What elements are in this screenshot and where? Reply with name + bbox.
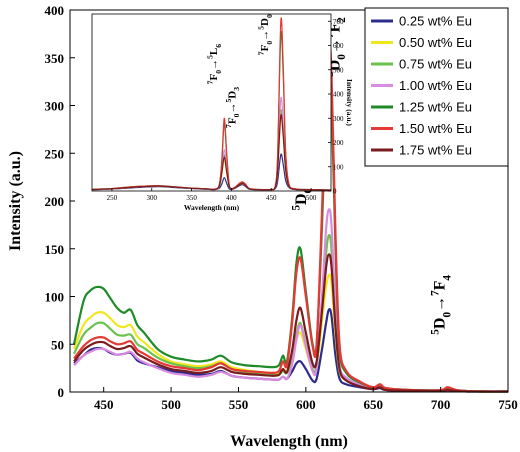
annotation-part: D: [432, 318, 449, 330]
inset-y-tick-label: 700: [333, 18, 344, 26]
annotation-part: →: [432, 296, 449, 312]
inset-x-tick-label: 450: [266, 194, 277, 202]
legend-entry: 1.50 wt% Eu: [399, 121, 472, 136]
y-tick-label: 250: [45, 146, 65, 161]
annotation-part: 2: [336, 17, 348, 23]
annotation-part: 3: [232, 87, 241, 91]
transition-label: 5D0→7F4: [429, 275, 453, 335]
y-tick-label: 0: [58, 385, 65, 400]
legend-entry: 1.25 wt% Eu: [399, 100, 472, 115]
y-tick-label: 50: [51, 337, 64, 352]
inset-y-axis-title: Intensity (a.u.): [345, 79, 354, 126]
annotation-part: 6: [214, 44, 223, 48]
inset-transition-label: 7F0→5D3: [224, 87, 241, 128]
annotation-part: 5: [290, 205, 302, 211]
inset-x-tick-label: 250: [107, 194, 118, 202]
annotation-part: 0: [336, 54, 348, 60]
inset-background: [92, 14, 331, 191]
annotation-part: 7: [257, 51, 266, 55]
x-tick-label: 500: [161, 397, 181, 412]
annotation-part: 5: [224, 99, 233, 103]
annotation-part: D: [259, 18, 271, 26]
annotation-part: F: [208, 73, 220, 80]
inset-x-tick-label: 300: [147, 194, 158, 202]
annotation-part: L: [208, 48, 220, 55]
annotation-part: 7: [224, 124, 233, 128]
inset-series-line-7: [91, 114, 332, 191]
x-tick-label: 550: [229, 397, 249, 412]
annotation-part: →: [226, 103, 238, 114]
annotation-part: 5: [429, 329, 441, 335]
annotation-part: 0: [265, 14, 274, 18]
annotation-part: F: [226, 117, 238, 124]
inset-y-tick-label: 0: [333, 188, 337, 196]
annotation-part: D: [327, 60, 344, 72]
legend: 0.25 wt% Eu 0.50 wt% Eu 0.75 wt% Eu 1.00 wt…: [364, 7, 509, 167]
y-tick-label: 100: [45, 290, 65, 305]
y-tick-label: 300: [45, 99, 65, 114]
legend-entry: 0.25 wt% Eu: [399, 14, 472, 29]
annotation-part: F: [259, 44, 271, 51]
x-tick-label: 650: [363, 397, 383, 412]
legend-entry: 1.00 wt% Eu: [399, 78, 472, 93]
series-line-6: [73, 42, 509, 393]
annotation-part: F: [327, 23, 344, 33]
legend-entry: 0.50 wt% Eu: [399, 35, 472, 50]
legend-entry: 0.75 wt% Eu: [399, 57, 472, 72]
inset-x-tick-label: 500: [306, 194, 317, 202]
annotation-part: 0: [265, 41, 274, 45]
annotation-part: F: [432, 280, 449, 290]
annotation-part: →: [259, 30, 271, 41]
x-axis-title: Wavelength (nm): [230, 433, 348, 450]
annotation-part: →: [208, 59, 220, 70]
inset-x-axis-title: Wavelength (nm): [184, 203, 240, 212]
inset-plot: 250 300 350 400 450 5000100200300400500600700…: [91, 13, 354, 212]
x-tick-label: 600: [296, 397, 316, 412]
annotation-part: 7: [429, 290, 441, 296]
x-tick-label: 700: [431, 397, 451, 412]
y-axis-title: Intensity (a.u.): [7, 151, 24, 251]
inset-y-tick-label: 500: [333, 66, 344, 74]
annotation-part: D: [293, 193, 310, 205]
inset-y-tick-label: 200: [333, 139, 344, 147]
inset-transition-label: 7F0→5D0: [257, 14, 274, 55]
inset-y-tick-label: 300: [333, 115, 344, 123]
annotation-part: 0: [214, 70, 223, 74]
annotation-part: 5: [257, 26, 266, 30]
annotation-part: 0: [232, 113, 241, 117]
inset-y-tick-label: 600: [333, 42, 344, 50]
annotation-part: 5: [206, 55, 215, 59]
y-tick-label: 200: [45, 194, 65, 209]
annotation-part: D: [226, 91, 238, 99]
inset-frame: [91, 13, 332, 192]
inset-x-tick-label: 400: [226, 194, 237, 202]
x-tick-label: 750: [498, 397, 518, 412]
inset-x-tick-label: 350: [186, 194, 197, 202]
annotation-part: 4: [441, 275, 453, 281]
inset-y-tick-label: 400: [333, 91, 344, 99]
y-tick-label: 150: [45, 242, 65, 257]
y-tick-label: 350: [45, 51, 65, 66]
main-plot: 450 500 550 600 650 700 7500501001502002503003…: [7, 3, 518, 450]
legend-entry: 1.75 wt% Eu: [399, 143, 472, 158]
inset-y-tick-label: 100: [333, 163, 344, 171]
x-tick-label: 450: [94, 397, 114, 412]
annotation-part: 0: [441, 312, 453, 318]
series-line-7: [73, 253, 508, 393]
annotation-part: 7: [206, 80, 215, 84]
inset-transition-label: 7F0→5L6: [206, 44, 223, 85]
y-tick-label: 400: [45, 3, 65, 18]
